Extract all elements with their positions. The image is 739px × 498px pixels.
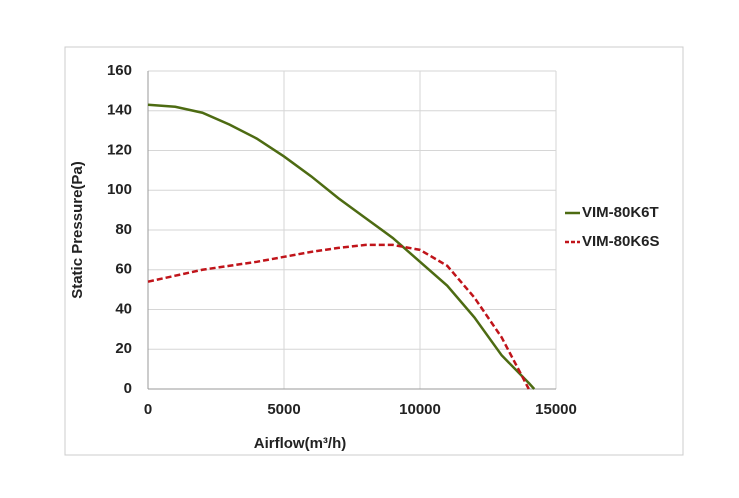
y-tick-label: 60	[115, 261, 132, 278]
legend-label: VIM-80K6T	[582, 204, 659, 221]
y-tick-label: 0	[124, 380, 132, 397]
series-line	[147, 103, 536, 390]
series-line	[147, 243, 530, 390]
x-tick-label: 10000	[399, 401, 441, 418]
y-tick-label: 120	[107, 141, 132, 158]
y-tick-label: 80	[115, 221, 132, 238]
y-tick-label: 40	[115, 300, 132, 317]
legend-label: VIM-80K6S	[582, 233, 660, 250]
y-tick-label: 100	[107, 181, 132, 198]
y-tick-label: 20	[115, 340, 132, 357]
x-tick-label: 0	[144, 401, 152, 418]
y-tick-label: 160	[107, 62, 132, 79]
x-tick-label: 5000	[267, 401, 300, 418]
chart-frame	[64, 46, 684, 456]
x-axis-label: Airflow(m³/h)	[254, 435, 346, 452]
x-tick-label: 15000	[535, 401, 577, 418]
y-axis-label: Static Pressure(Pa)	[69, 161, 86, 299]
y-tick-label: 140	[107, 102, 132, 119]
